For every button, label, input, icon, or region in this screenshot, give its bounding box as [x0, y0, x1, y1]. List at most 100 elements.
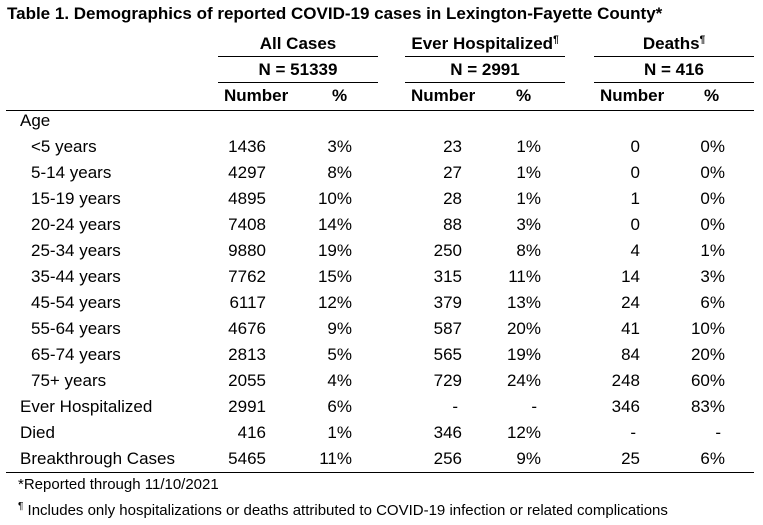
cell-value: 346: [433, 423, 462, 442]
cell-value: 25: [621, 449, 640, 468]
group-underline: [594, 82, 754, 83]
table-row: 25-34 years 9880 19% 250 8% 4 1%: [0, 241, 763, 267]
cell-value: 0: [630, 137, 640, 156]
cell-value: 1%: [516, 137, 541, 156]
cell-value: 6%: [700, 293, 725, 312]
cell-value: 6%: [700, 449, 725, 468]
cell-value: 10%: [690, 319, 725, 338]
cell-value: 14%: [317, 215, 352, 234]
footnote-mark: ¶: [18, 501, 24, 512]
cell-value: -: [531, 397, 537, 416]
cell-value: 0: [630, 163, 640, 182]
cell-value: 10%: [317, 189, 352, 208]
col-header-number: Number: [224, 86, 289, 105]
group-underline: [218, 82, 378, 83]
cell-value: 0%: [700, 189, 725, 208]
cell-value: 1: [630, 189, 640, 208]
cell-value: 9880: [228, 241, 266, 260]
cell-value: 28: [443, 189, 462, 208]
cell-value: 346: [611, 397, 640, 416]
cell-value: 27: [443, 163, 462, 182]
table-row: 55-64 years 4676 9% 587 20% 41 10%: [0, 319, 763, 345]
cell-value: 8%: [516, 241, 541, 260]
row-label: Ever Hospitalized: [20, 397, 153, 416]
cell-value: 4676: [228, 319, 266, 338]
cell-value: 24: [621, 293, 640, 312]
row-label: 45-54 years: [31, 293, 121, 312]
group-n-ever-hospitalized: N = 2991: [450, 60, 520, 79]
cell-value: 2991: [228, 397, 266, 416]
row-label: 75+ years: [31, 371, 107, 390]
cell-value: 3%: [516, 215, 541, 234]
row-label: <5 years: [31, 137, 97, 156]
cell-value: 24%: [506, 371, 541, 390]
table-row: 75+ years 2055 4% 729 24% 248 60%: [0, 371, 763, 397]
col-header-number: Number: [600, 86, 665, 105]
cell-value: 4: [630, 241, 640, 260]
cell-value: 587: [433, 319, 462, 338]
group-header-all-cases: All Cases: [218, 34, 378, 54]
cell-value: 6%: [327, 397, 352, 416]
cell-value: 379: [433, 293, 462, 312]
cell-value: 5465: [228, 449, 266, 468]
table-row: <5 years 1436 3% 23 1% 0 0%: [0, 137, 763, 163]
cell-value: 11%: [319, 449, 352, 468]
cell-value: 315: [433, 267, 462, 286]
group-n-all-cases: N = 51339: [258, 60, 338, 79]
cell-value: 1%: [516, 163, 541, 182]
cell-value: 3%: [327, 137, 352, 156]
table-row: 65-74 years 2813 5% 565 19% 84 20%: [0, 345, 763, 371]
cell-value: 9%: [516, 449, 541, 468]
cell-value: 13%: [506, 293, 541, 312]
table-row: 35-44 years 7762 15% 315 11% 14 3%: [0, 267, 763, 293]
footnote-mark: ¶: [699, 34, 706, 46]
cell-value: 83%: [690, 397, 725, 416]
cell-value: 0%: [700, 137, 725, 156]
row-label: 5-14 years: [31, 163, 112, 182]
cell-value: 41: [621, 319, 640, 338]
cell-value: -: [452, 397, 458, 416]
cell-value: 565: [433, 345, 462, 364]
cell-value: 5%: [327, 345, 352, 364]
group-label: Deaths: [642, 34, 700, 53]
cell-value: 3%: [700, 267, 725, 286]
cell-value: 4%: [327, 371, 352, 390]
table-title: Table 1. Demographics of reported COVID-…: [7, 4, 663, 23]
row-label: 65-74 years: [31, 345, 121, 364]
cell-value: 1%: [700, 241, 725, 260]
cell-value: 8%: [327, 163, 352, 182]
cell-value: 1%: [516, 189, 541, 208]
group-header-ever-hospitalized: Ever Hospitalized¶: [405, 34, 565, 54]
cell-value: 12%: [317, 293, 352, 312]
table-row: Died 416 1% 346 12% - -: [0, 423, 763, 449]
cell-value: 2813: [228, 345, 266, 364]
table-row: 45-54 years 6117 12% 379 13% 24 6%: [0, 293, 763, 319]
cell-value: 7762: [228, 267, 266, 286]
cell-value: 84: [621, 345, 640, 364]
row-label: 35-44 years: [31, 267, 121, 286]
cell-value: -: [715, 423, 721, 442]
cell-value: 416: [237, 423, 266, 442]
cell-value: 88: [443, 215, 462, 234]
group-label: All Cases: [259, 34, 337, 53]
cell-value: 7408: [228, 215, 266, 234]
row-label: 55-64 years: [31, 319, 121, 338]
cell-value: 0%: [700, 215, 725, 234]
cell-value: 1%: [327, 423, 352, 442]
footnote-text: *Reported through 11/10/2021: [18, 476, 219, 493]
col-header-percent: %: [516, 86, 532, 105]
cell-value: 23: [443, 137, 462, 156]
cell-value: 0%: [700, 163, 725, 182]
table-row: Breakthrough Cases 5465 11% 256 9% 25 6%: [0, 449, 763, 475]
cell-value: 248: [611, 371, 640, 390]
row-label: Breakthrough Cases: [20, 449, 175, 468]
bottom-rule: [6, 472, 754, 473]
cell-value: 11%: [508, 267, 541, 286]
cell-value: 12%: [506, 423, 541, 442]
table-row: 15-19 years 4895 10% 28 1% 1 0%: [0, 189, 763, 215]
cell-value: 19%: [506, 345, 541, 364]
cell-value: 2055: [228, 371, 266, 390]
cell-value: 20%: [506, 319, 541, 338]
row-label: 15-19 years: [31, 189, 121, 208]
row-label: 20-24 years: [31, 215, 121, 234]
